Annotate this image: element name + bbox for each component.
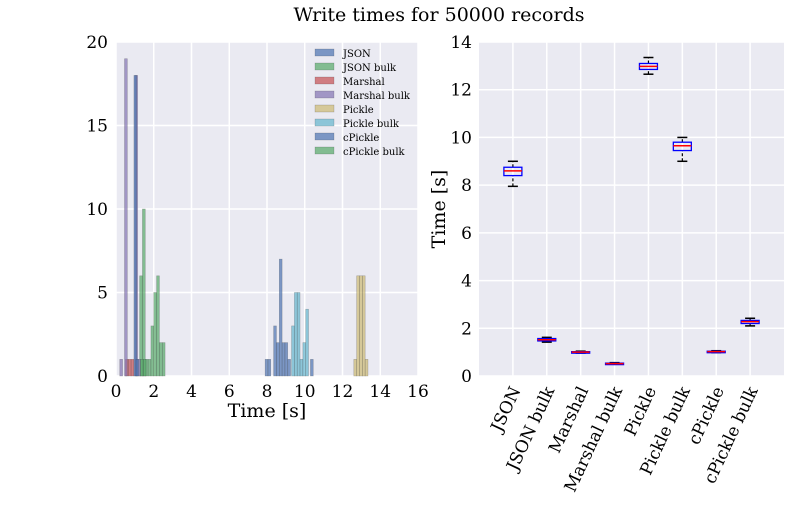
legend-swatch	[314, 132, 335, 141]
histogram-bar	[362, 275, 366, 377]
histogram-bar	[267, 359, 272, 377]
boxplot-y-axis-label: Time [s]	[428, 170, 450, 249]
histogram-y-tick-label: 0	[97, 367, 108, 387]
boxplot-y-tick-label: 4	[461, 272, 472, 292]
box	[571, 350, 591, 354]
legend-swatch	[314, 62, 335, 71]
box	[503, 160, 523, 188]
histogram-bars	[119, 58, 369, 377]
histogram-bar	[161, 342, 166, 377]
box	[672, 136, 692, 163]
histogram-bar	[359, 275, 363, 377]
histogram-bar	[130, 359, 135, 377]
histogram-x-tick-label: 0	[111, 382, 122, 402]
legend-swatch	[314, 118, 335, 127]
boxplot-y-tick-label: 6	[461, 224, 472, 244]
histogram-bar	[143, 359, 147, 377]
histogram-bar	[302, 342, 306, 377]
boxplot-y-tick-label: 14	[450, 33, 472, 53]
histogram-bar	[133, 75, 138, 377]
histogram-bar	[153, 292, 157, 377]
histogram-bar	[299, 359, 304, 377]
legend-label: cPickle bulk	[343, 147, 406, 158]
boxplot-plot-area	[479, 42, 784, 376]
legend-label: cPickle	[343, 133, 379, 144]
histogram-bar	[142, 208, 146, 377]
histogram-bar	[284, 342, 289, 377]
histogram-x-tick-label: 10	[294, 382, 316, 402]
histogram-legend: JSON JSON bulk Marshal Marshal bulk Pickle Pi…	[314, 48, 411, 158]
histogram-x-tick-label: 14	[369, 382, 391, 402]
histogram-bar	[264, 359, 269, 377]
legend-swatch	[314, 76, 335, 85]
histogram-bar	[356, 275, 360, 377]
histogram-x-tick-label: 16	[407, 382, 429, 402]
histogram-x-tick-label: 4	[186, 382, 197, 402]
boxplot-grid	[479, 41, 784, 377]
histogram-x-tick-label: 6	[224, 382, 235, 402]
histogram-x-ticks: 0 2 4 6 8 10 12 14 16	[111, 382, 429, 402]
histogram-bar	[281, 342, 286, 377]
histogram-x-axis-label: Time [s]	[228, 400, 307, 422]
histogram-bar	[159, 342, 163, 377]
legend-label: Pickle bulk	[343, 119, 400, 130]
legend-swatch	[314, 90, 335, 99]
histogram-bar	[135, 359, 139, 377]
boxplot-y-tick-label: 12	[450, 81, 472, 101]
histogram-bar	[279, 258, 283, 377]
histogram-bar	[353, 359, 357, 377]
histogram-x-tick-label: 2	[148, 382, 159, 402]
histogram-bar	[273, 325, 277, 377]
legend-swatch	[314, 48, 335, 57]
histogram-x-tick-label: 12	[332, 382, 354, 402]
histogram-y-ticks: 0 5 10 15 20	[86, 33, 108, 387]
legend-label: JSON bulk	[342, 63, 397, 74]
histogram-y-tick-label: 10	[86, 200, 108, 220]
histogram-bar	[150, 325, 154, 377]
histogram-bar	[140, 359, 144, 377]
box	[740, 317, 760, 327]
histogram-bar	[291, 325, 295, 377]
legend-label: JSON	[342, 49, 371, 60]
histogram-bar	[147, 359, 152, 377]
histogram-bar	[296, 292, 301, 377]
legend-label: Marshal	[343, 77, 385, 88]
box	[604, 361, 625, 366]
figure-title: Write times for 50000 records	[294, 4, 585, 26]
histogram-bar	[287, 359, 291, 377]
histogram-x-tick-label: 8	[262, 382, 273, 402]
box	[638, 56, 659, 75]
legend-label: Pickle	[343, 105, 374, 116]
boxplot-y-tick-label: 10	[450, 128, 472, 148]
histogram-y-tick-label: 20	[86, 33, 108, 53]
boxplot-y-tick-label: 2	[461, 319, 472, 339]
histogram-bar	[276, 342, 280, 377]
histogram-bar	[310, 359, 314, 377]
histogram-y-tick-label: 15	[86, 117, 108, 137]
histogram-bar	[119, 359, 123, 377]
legend-swatch	[314, 104, 335, 113]
box	[537, 336, 557, 343]
histogram-bar	[156, 275, 160, 377]
histogram-bar	[124, 58, 128, 377]
legend-swatch	[314, 146, 335, 155]
histogram-y-tick-label: 5	[97, 284, 108, 304]
histogram-bar	[305, 308, 309, 377]
boxplot-y-ticks: 0 2 4 6 8 10 12 14	[450, 33, 472, 387]
histogram-bar	[364, 359, 369, 377]
histogram-bar	[128, 359, 132, 377]
boxplot-y-tick-label: 8	[461, 176, 472, 196]
boxplot-boxes	[503, 56, 760, 366]
legend-label: Marshal bulk	[343, 91, 411, 102]
box	[706, 349, 726, 354]
boxplot-y-tick-label: 0	[461, 367, 472, 387]
histogram-bar	[294, 292, 298, 377]
